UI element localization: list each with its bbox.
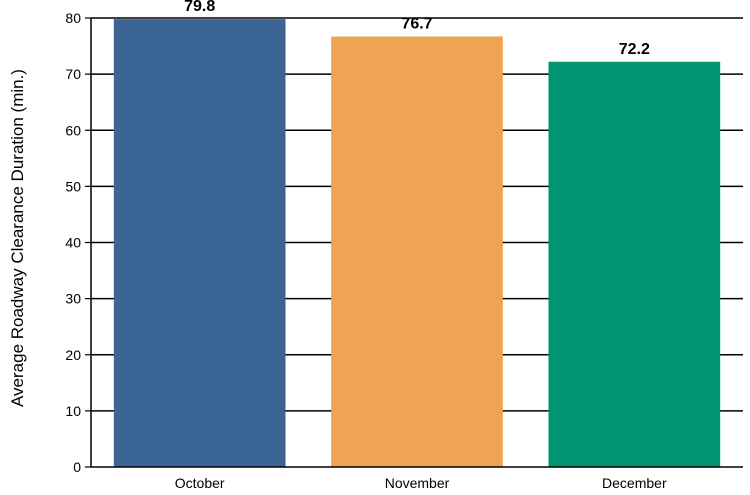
bar-november (331, 37, 503, 467)
y-tick-label: 50 (65, 178, 81, 194)
y-axis-title: Average Roadway Clearance Duration (min.… (8, 69, 27, 407)
bar-value-label: 72.2 (619, 41, 650, 58)
x-tick-label: December (602, 475, 667, 491)
x-tick-label: November (385, 475, 450, 491)
y-tick-label: 0 (73, 459, 81, 475)
bar-value-label: 79.8 (184, 0, 215, 15)
x-tick-label: October (175, 475, 225, 491)
y-tick-label: 70 (65, 66, 81, 82)
bar-october (114, 19, 286, 467)
bar-december (548, 62, 720, 467)
y-tick-label: 60 (65, 122, 81, 138)
y-tick-label: 80 (65, 10, 81, 26)
y-tick-label: 40 (65, 235, 81, 251)
y-tick-label: 10 (65, 403, 81, 419)
bar-value-label: 76.7 (401, 16, 432, 33)
y-tick-label: 30 (65, 291, 81, 307)
bars (114, 19, 720, 467)
y-tick-label: 20 (65, 347, 81, 363)
